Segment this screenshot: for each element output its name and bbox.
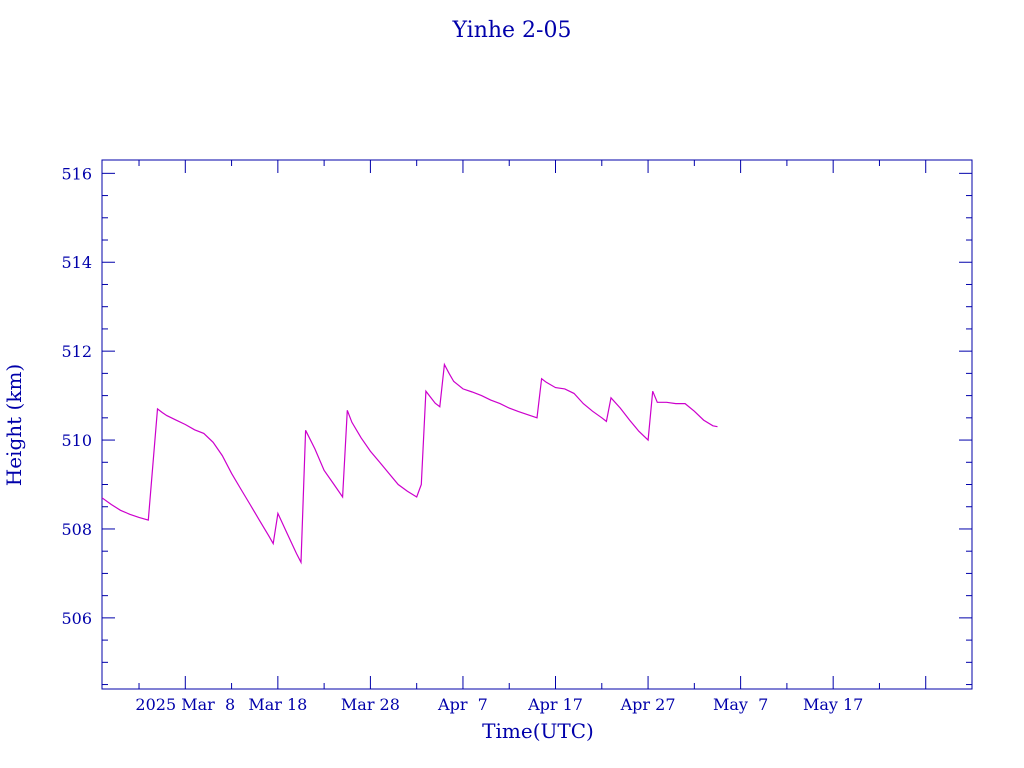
chart-title: Yinhe 2-05 — [452, 18, 572, 43]
x-tick-label: Mar 28 — [341, 695, 400, 714]
x-tick-labels: 2025 Mar 8 Mar 18 Mar 28 Apr 7 Apr 17 Apr 27 M… — [135, 695, 863, 714]
x-tick-label: Apr 7 — [437, 695, 488, 714]
x-tick-label: May 7 — [713, 695, 768, 714]
y-tick-label: 512 — [61, 342, 92, 361]
height-series-line — [101, 362, 718, 565]
x-tick-label: Apr 17 — [527, 695, 583, 714]
y-tick-labels: 506 508 510 512 514 516 — [61, 164, 92, 628]
y-tick-label: 506 — [61, 609, 92, 628]
plot-frame — [101, 159, 973, 690]
x-tick-label: Apr 27 — [620, 695, 676, 714]
y-axis-label: Height (km) — [2, 364, 26, 486]
x-axis-label: Time(UTC) — [482, 719, 594, 743]
x-tick-label: 2025 Mar 8 — [135, 695, 235, 714]
y-tick-label: 510 — [61, 431, 92, 450]
y-tick-label: 514 — [61, 253, 92, 272]
x-ticks — [138, 160, 973, 689]
x-tick-label: Mar 18 — [248, 695, 307, 714]
y-tick-label: 508 — [61, 520, 92, 539]
y-ticks — [102, 172, 972, 686]
y-tick-label: 516 — [61, 164, 92, 183]
x-tick-label: May 17 — [803, 695, 863, 714]
